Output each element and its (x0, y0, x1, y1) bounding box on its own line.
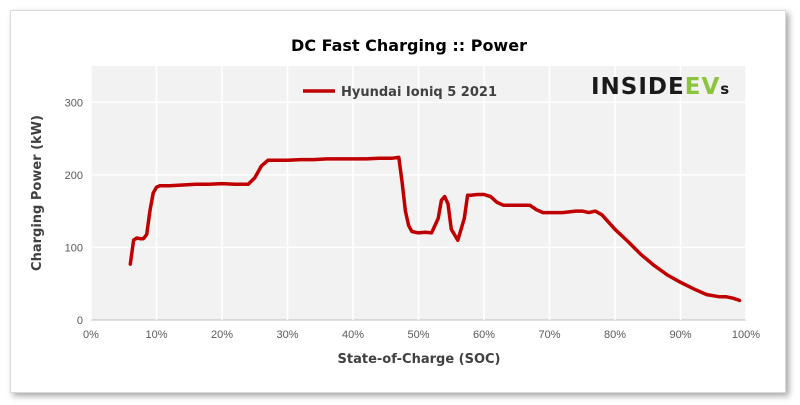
legend: Hyundai Ioniq 5 2021 (303, 85, 497, 100)
x-tick-label: 10% (145, 329, 167, 341)
logo-text: INSIDEEVs (591, 74, 730, 100)
x-tick-label: 70% (538, 329, 560, 341)
x-tick-label: 100% (732, 329, 760, 341)
insideevs-logo: INSIDEEVs (591, 74, 730, 100)
x-axis-title: State-of-Charge (SOC) (338, 352, 501, 367)
y-tick-label: 100 (65, 242, 83, 254)
x-tick-label: 80% (604, 329, 626, 341)
chart-frame: 0 100 200 300 0% 10% 20% 30% 40% 50% 60% 70% 80% 90%… (10, 10, 786, 393)
x-tick-label: 0% (83, 329, 99, 341)
y-tick-labels: 0 100 200 300 (65, 97, 83, 327)
series-group (128, 155, 742, 303)
x-tick-label: 60% (473, 329, 495, 341)
x-tick-label: 90% (669, 329, 691, 341)
series-line (128, 155, 742, 303)
chart-title: DC Fast Charging :: Power (291, 36, 527, 55)
x-tick-label: 50% (407, 329, 429, 341)
y-axis-title: Charging Power (kW) (30, 115, 45, 271)
x-tick-label: 30% (276, 329, 298, 341)
y-tick-label: 300 (65, 97, 83, 109)
x-tick-label: 40% (342, 329, 364, 341)
legend-label: Hyundai Ioniq 5 2021 (341, 85, 497, 100)
x-tick-label: 20% (211, 329, 233, 341)
y-tick-label: 200 (65, 170, 83, 182)
chart-svg: 0 100 200 300 0% 10% 20% 30% 40% 50% 60% 70% 80% 90%… (30, 36, 760, 367)
x-tick-labels: 0% 10% 20% 30% 40% 50% 60% 70% 80% 90% 100% (83, 329, 760, 341)
y-tick-label: 0 (77, 315, 83, 327)
